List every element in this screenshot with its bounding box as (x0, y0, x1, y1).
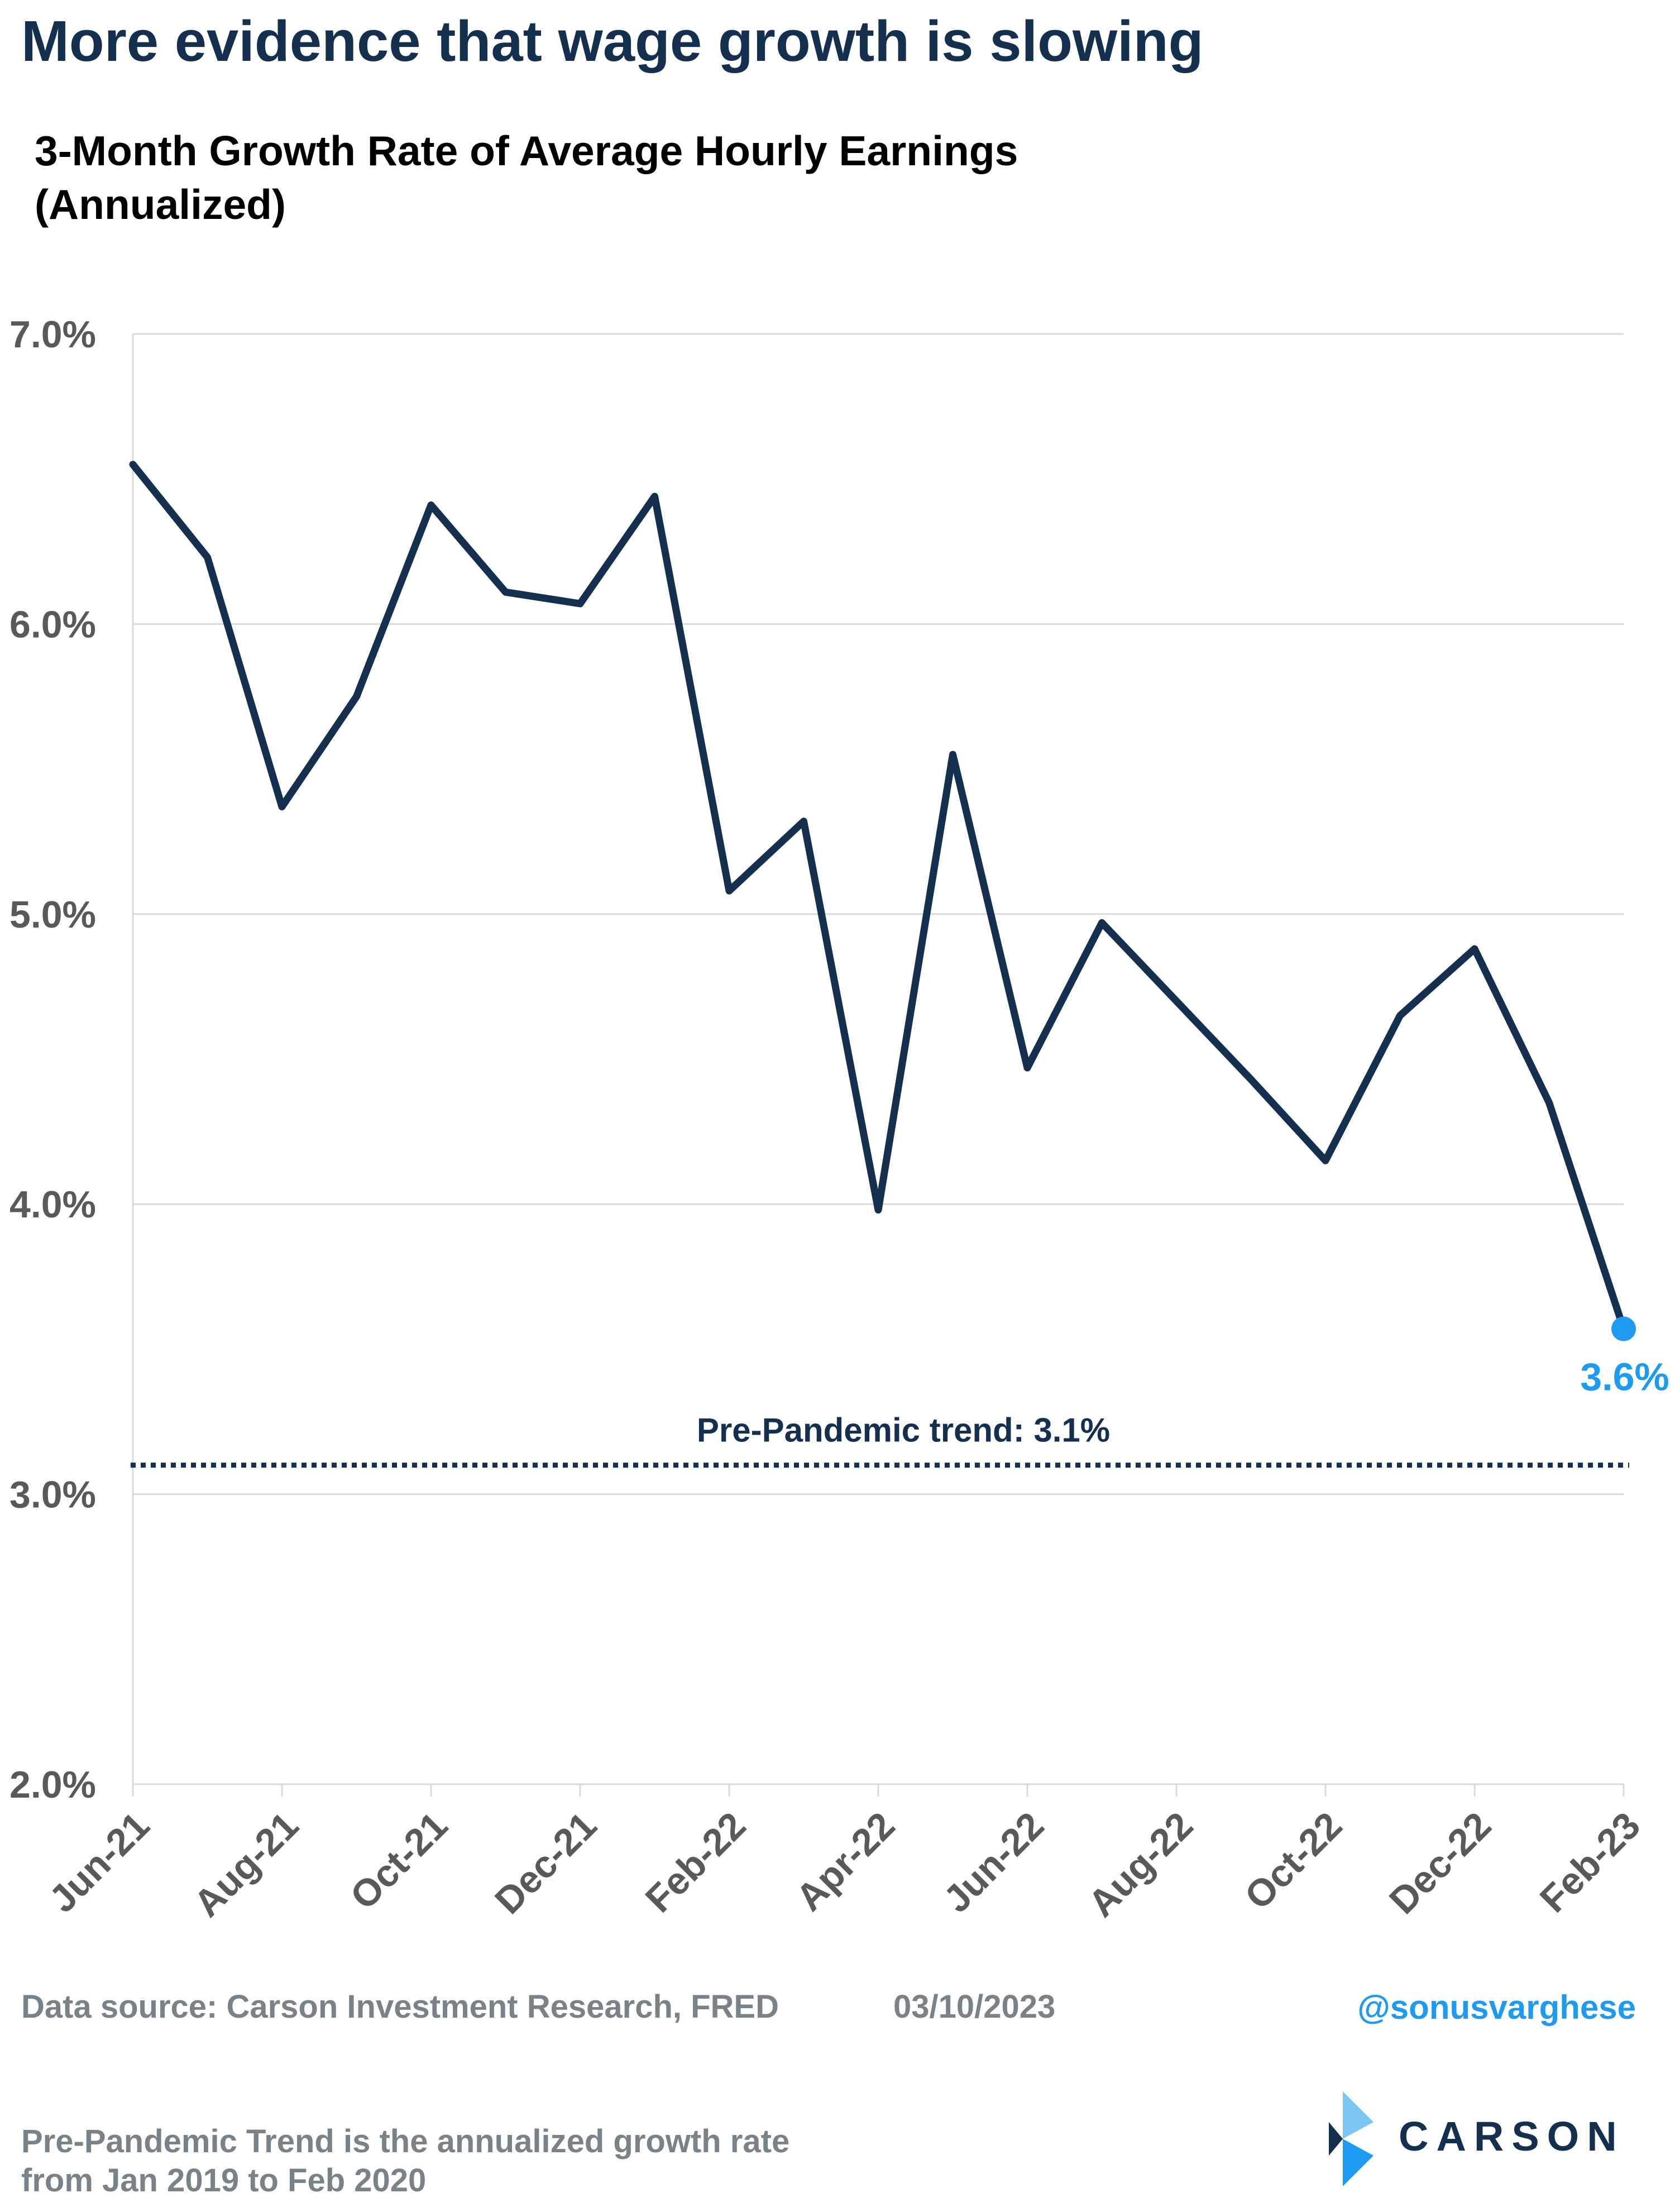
series-line-wage-growth (129, 461, 1628, 1332)
publication-date: 03/10/2023 (893, 1989, 1056, 2025)
x-tick-label: Jun-22 (936, 1804, 1052, 1921)
footnote: Pre-Pandemic Trend is the annualized gro… (21, 2122, 789, 2200)
data-point (204, 554, 211, 561)
axes (132, 334, 1625, 1797)
data-point (279, 804, 285, 810)
logo-shape-dark (1329, 2122, 1343, 2156)
x-tick-label: Jun-21 (41, 1804, 158, 1921)
x-tick-label: Feb-23 (1532, 1804, 1649, 1921)
chart-subtitle-line-2: (Annualized) (35, 181, 286, 228)
data-point (652, 493, 658, 500)
carson-logo-icon (1329, 2091, 1374, 2186)
series-group (129, 461, 1628, 1332)
data-point (1173, 998, 1180, 1005)
chart-title: More evidence that wage growth is slowin… (21, 9, 1204, 73)
footnote-line-2: from Jan 2019 to Feb 2020 (21, 2162, 427, 2199)
data-point (1546, 1099, 1553, 1106)
carson-logo: CARSON (1318, 2091, 1653, 2186)
data-source-text: Data source: Carson Investment Research,… (21, 1989, 779, 2025)
data-point (1099, 919, 1106, 926)
latest-value-marker (1611, 1316, 1636, 1341)
chart-subtitle: 3-Month Growth Rate of Average Hourly Ea… (35, 124, 1018, 231)
data-point (950, 751, 956, 758)
latest-value-label: 3.6% (1580, 1355, 1669, 1399)
data-point (726, 887, 733, 894)
x-tick-label: Apr-22 (788, 1804, 903, 1919)
data-point (875, 1207, 882, 1214)
y-axis-tick-labels: 7.0% 6.0% 5.0% 4.0% 3.0% 2.0% (9, 313, 96, 1806)
data-point (353, 693, 360, 700)
pre-pandemic-trend-label: Pre-Pandemic trend: 3.1% (697, 1412, 1110, 1449)
data-point (428, 501, 434, 508)
data-point (1248, 1076, 1255, 1083)
data-point (130, 461, 136, 468)
data-point (1471, 945, 1478, 952)
y-tick-label: 5.0% (9, 894, 96, 936)
end-point-group: 3.6% (1580, 1316, 1669, 1399)
data-point (577, 600, 583, 607)
x-tick-label: Oct-22 (1237, 1804, 1350, 1918)
y-tick-label: 4.0% (9, 1183, 96, 1226)
data-point (502, 589, 509, 595)
y-tick-label: 3.0% (9, 1474, 96, 1516)
y-tick-label: 6.0% (9, 603, 96, 646)
chart-subtitle-line-1: 3-Month Growth Rate of Average Hourly Ea… (35, 127, 1018, 174)
logo-shape-blue (1343, 2139, 1374, 2186)
x-tick-label: Aug-21 (186, 1804, 307, 1926)
x-tick-label: Dec-22 (1381, 1804, 1499, 1922)
x-tick-label: Feb-22 (638, 1804, 754, 1921)
reference-line-group: Pre-Pandemic trend: 3.1% (131, 1412, 1629, 1468)
author-handle-link[interactable]: @sonusvarghese (1357, 1989, 1636, 2026)
gridlines (133, 333, 1624, 1785)
data-point (801, 818, 807, 825)
y-tick-label: 7.0% (9, 313, 96, 356)
x-tick-label: Oct-21 (342, 1804, 456, 1918)
line-chart: 7.0% 6.0% 5.0% 4.0% 3.0% 2.0% Jun-21 Aug-21 Oct… (9, 313, 1669, 1926)
logo-shape-light (1343, 2091, 1374, 2139)
data-point (1322, 1157, 1329, 1164)
x-tick-label: Aug-22 (1080, 1804, 1202, 1926)
x-axis-tick-labels: Jun-21 Aug-21 Oct-21 Dec-21 Feb-22 Apr-22 Jun-… (41, 1804, 1649, 1926)
x-tick-label: Dec-21 (487, 1804, 605, 1922)
y-tick-label: 2.0% (9, 1764, 96, 1806)
carson-logo-wordmark: CARSON (1399, 2113, 1625, 2160)
footnote-line-1: Pre-Pandemic Trend is the annualized gro… (21, 2123, 790, 2160)
data-point (1397, 1012, 1404, 1019)
data-point (1024, 1064, 1031, 1071)
